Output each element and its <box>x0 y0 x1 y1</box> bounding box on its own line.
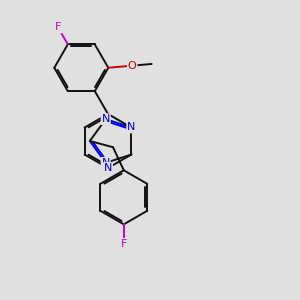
Text: F: F <box>55 22 61 32</box>
Text: O: O <box>128 61 136 71</box>
Text: N: N <box>104 163 112 173</box>
Text: N: N <box>101 158 110 168</box>
Text: N: N <box>101 114 110 124</box>
Text: F: F <box>121 239 127 249</box>
Text: N: N <box>127 122 136 133</box>
